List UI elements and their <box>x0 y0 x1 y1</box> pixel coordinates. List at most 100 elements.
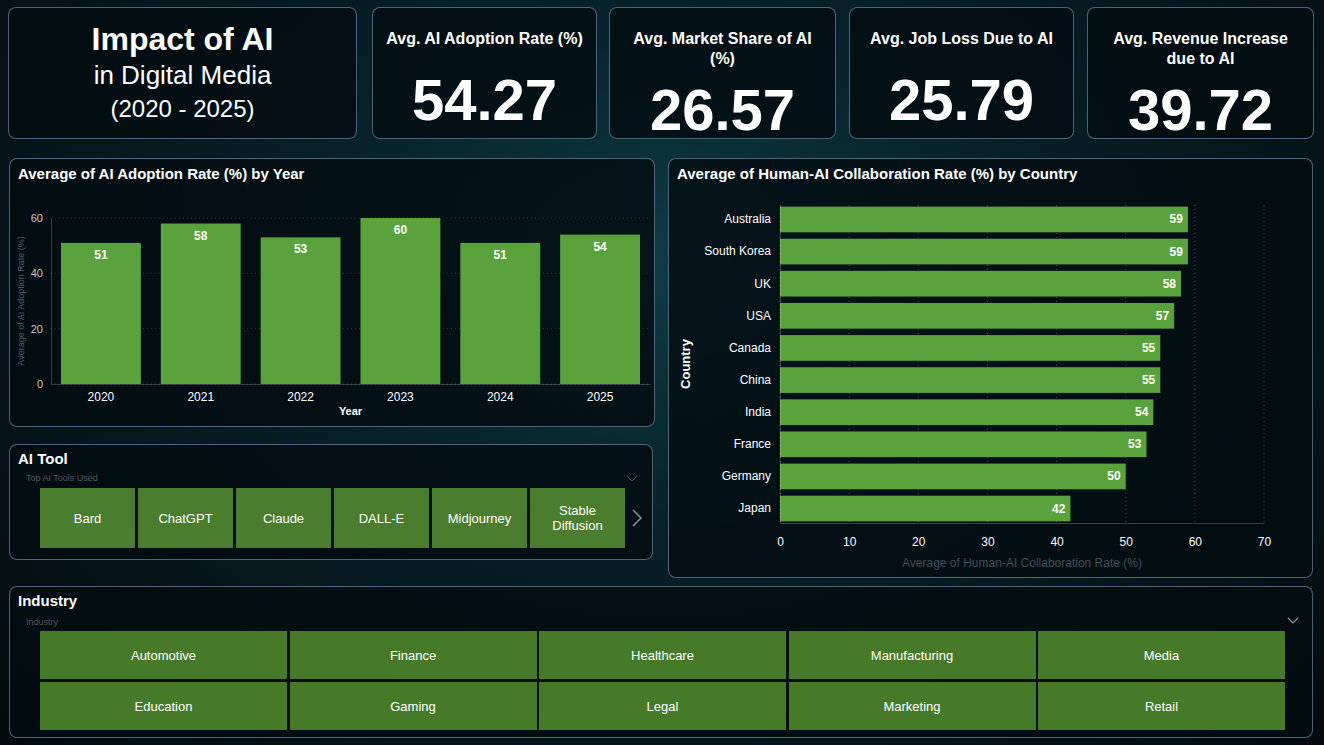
y-tick: UK <box>754 277 780 291</box>
slicer-button[interactable]: Midjourney <box>432 488 527 548</box>
kpi-card: Avg. AI Adoption Rate (%)54.27 <box>372 7 597 139</box>
x-tick: 2020 <box>88 384 115 404</box>
tick-label: India <box>745 405 771 419</box>
x-tick: 40 <box>1050 523 1064 549</box>
data-label: 53 <box>294 242 308 256</box>
bar <box>780 271 1181 297</box>
y-axis: AustraliaSouth KoreaUKUSACanadaChinaIndi… <box>704 206 780 524</box>
axis-line <box>51 219 52 385</box>
tick-label: South Korea <box>704 244 771 258</box>
x-tick: 2021 <box>187 384 214 404</box>
dropdown-chevron[interactable] <box>1287 617 1299 625</box>
chart-title: Average of Human-AI Collaboration Rate (… <box>677 165 1078 182</box>
grid-line <box>1194 205 1195 523</box>
x-tick: 2023 <box>387 384 414 404</box>
data-label: 42 <box>1052 502 1066 516</box>
chevron <box>633 510 641 526</box>
dropdown-chevron[interactable] <box>626 475 638 483</box>
y-tick: Canada <box>729 341 780 355</box>
bar <box>261 237 341 384</box>
slicer-button[interactable]: Manufacturing <box>789 631 1036 679</box>
tick-label: France <box>734 437 772 451</box>
chevron <box>1288 618 1298 623</box>
tick-label: 60 <box>31 212 43 224</box>
tick-label: Canada <box>729 341 771 355</box>
tick-label: 40 <box>31 267 43 279</box>
grid <box>780 205 1264 523</box>
data-label: 54 <box>593 240 607 254</box>
slicer-button[interactable]: Retail <box>1038 682 1285 730</box>
x-axis: 010203040506070 <box>777 523 1271 549</box>
x-tick: 60 <box>1189 523 1203 549</box>
slicer-button[interactable]: Finance <box>290 631 537 679</box>
kpi-card: Avg. Market Share of AI (%) 26.57 <box>609 7 836 139</box>
slicer-button[interactable]: Bard <box>40 488 135 548</box>
slicer-button[interactable]: Stable Diffusion <box>530 488 625 548</box>
data-label: 55 <box>1142 341 1156 355</box>
data-label: 59 <box>1170 212 1184 226</box>
x-tick: 2025 <box>587 384 614 404</box>
bar <box>161 224 241 384</box>
tick-label: 0 <box>777 535 784 549</box>
slicer-button[interactable]: Healthcare <box>539 631 786 679</box>
x-tick: 50 <box>1120 523 1134 549</box>
y-tick: China <box>740 373 780 387</box>
data-label: 50 <box>1107 469 1121 483</box>
slicer-button[interactable]: Automotive <box>40 631 287 679</box>
bar <box>780 303 1174 329</box>
y-tick: Australia <box>724 212 780 226</box>
tick-label: 10 <box>843 535 857 549</box>
x-tick: 30 <box>981 523 995 549</box>
tick-label: 2023 <box>387 390 414 404</box>
grid-line <box>1264 205 1265 523</box>
industry-slicer: IndustryIndustryAutomotiveFinanceHealthc… <box>9 586 1313 738</box>
y-tick: 20 <box>31 323 51 335</box>
tick-label: Australia <box>724 212 771 226</box>
kpi-value: 25.79 <box>889 71 1034 129</box>
data-labels: 59595857555554535042 <box>1052 212 1183 515</box>
y-axis: 0204060 <box>31 212 52 390</box>
bar-chart: Average of AI Adoption Rate (%) by Year 5… <box>10 159 654 426</box>
bar <box>780 207 1188 233</box>
data-label: 53 <box>1128 437 1142 451</box>
bar <box>360 218 440 384</box>
scroll-arrow[interactable] <box>630 508 644 528</box>
bar <box>780 431 1146 457</box>
kpi-value: 26.57 <box>650 81 795 139</box>
bar <box>780 399 1153 425</box>
chevron <box>627 476 637 481</box>
x-axis-title: Year <box>339 405 363 417</box>
data-label: 55 <box>1142 373 1156 387</box>
bar <box>780 367 1160 393</box>
tick-label: 50 <box>1120 535 1134 549</box>
data-label: 57 <box>1156 309 1170 323</box>
x-tick: 70 <box>1258 523 1272 549</box>
axis-line <box>781 523 1265 524</box>
kpi-label: Avg. Market Share of AI (%) <box>610 29 835 69</box>
tick-label: 2024 <box>487 390 514 404</box>
data-label: 58 <box>1163 277 1177 291</box>
ai-tool-slicer: AI ToolTop AI Tools UsedBardChatGPTClaud… <box>9 444 653 560</box>
kpi-value-area: 26.57 <box>650 69 795 139</box>
slicer-button[interactable]: Legal <box>539 682 786 730</box>
grid-line <box>780 205 781 523</box>
kpi-label: Avg. Revenue Increase due to AI <box>1088 29 1313 69</box>
slicer-button[interactable]: Media <box>1038 631 1285 679</box>
bar <box>61 243 141 384</box>
slicer-button[interactable]: ChatGPT <box>138 488 233 548</box>
bar <box>780 464 1126 490</box>
slicer-button[interactable]: Education <box>40 682 287 730</box>
subtitle: in Digital Media <box>94 58 272 92</box>
kpi-value-area: 25.79 <box>889 49 1034 138</box>
tick-label: 2025 <box>587 390 614 404</box>
grid <box>51 218 650 384</box>
slicer-button[interactable]: Marketing <box>789 682 1036 730</box>
slicer-button[interactable]: Gaming <box>290 682 537 730</box>
chart-title: Average of AI Adoption Rate (%) by Year <box>18 165 305 182</box>
slicer-subtitle: Top AI Tools Used <box>26 473 98 483</box>
slicer-button[interactable]: Claude <box>236 488 331 548</box>
slicer-button[interactable]: DALL-E <box>334 488 429 548</box>
tick-label: Germany <box>722 469 771 483</box>
x-tick: 2022 <box>287 384 314 404</box>
y-tick: Japan <box>738 501 780 515</box>
